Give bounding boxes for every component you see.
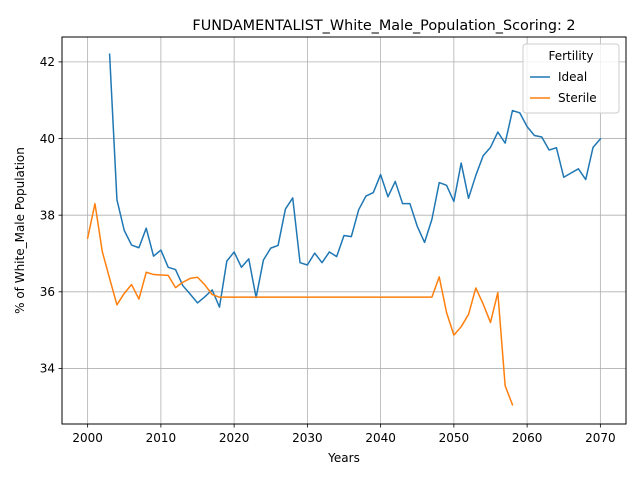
x-tick-label: 2020 [219,431,250,445]
y-tick-label: 42 [40,55,55,69]
legend: Fertility Ideal Sterile [522,43,620,114]
x-axis-label: Years [327,451,360,465]
series-line-sterile [86,202,514,406]
plot-frame [61,36,627,425]
x-tick-label: 2050 [439,431,470,445]
y-tick-label: 34 [40,362,55,376]
y-tick-label: 38 [40,208,55,222]
legend-title: Fertility [548,49,593,63]
x-tick-label: 2000 [72,431,103,445]
x-tick-label: 2030 [292,431,323,445]
x-tick-label: 2040 [365,431,396,445]
chart-title: FUNDAMENTALIST_White_Male_Population_Sco… [192,18,575,34]
x-tick-label: 2010 [146,431,177,445]
y-axis-label: % of White_Male Population [13,147,27,314]
legend-label-ideal: Ideal [558,70,587,84]
axis-ticks: 2000 2010 2020 2030 2040 2050 2060 2070 34 36 38 40… [40,55,616,445]
x-tick-label: 2070 [585,431,616,445]
legend-label-sterile: Sterile [558,91,597,105]
x-tick-label: 2060 [512,431,543,445]
series-lines [86,53,602,406]
y-tick-label: 40 [40,132,55,146]
y-tick-label: 36 [40,285,55,299]
legend-box [522,43,620,114]
series-line-ideal [108,53,602,308]
